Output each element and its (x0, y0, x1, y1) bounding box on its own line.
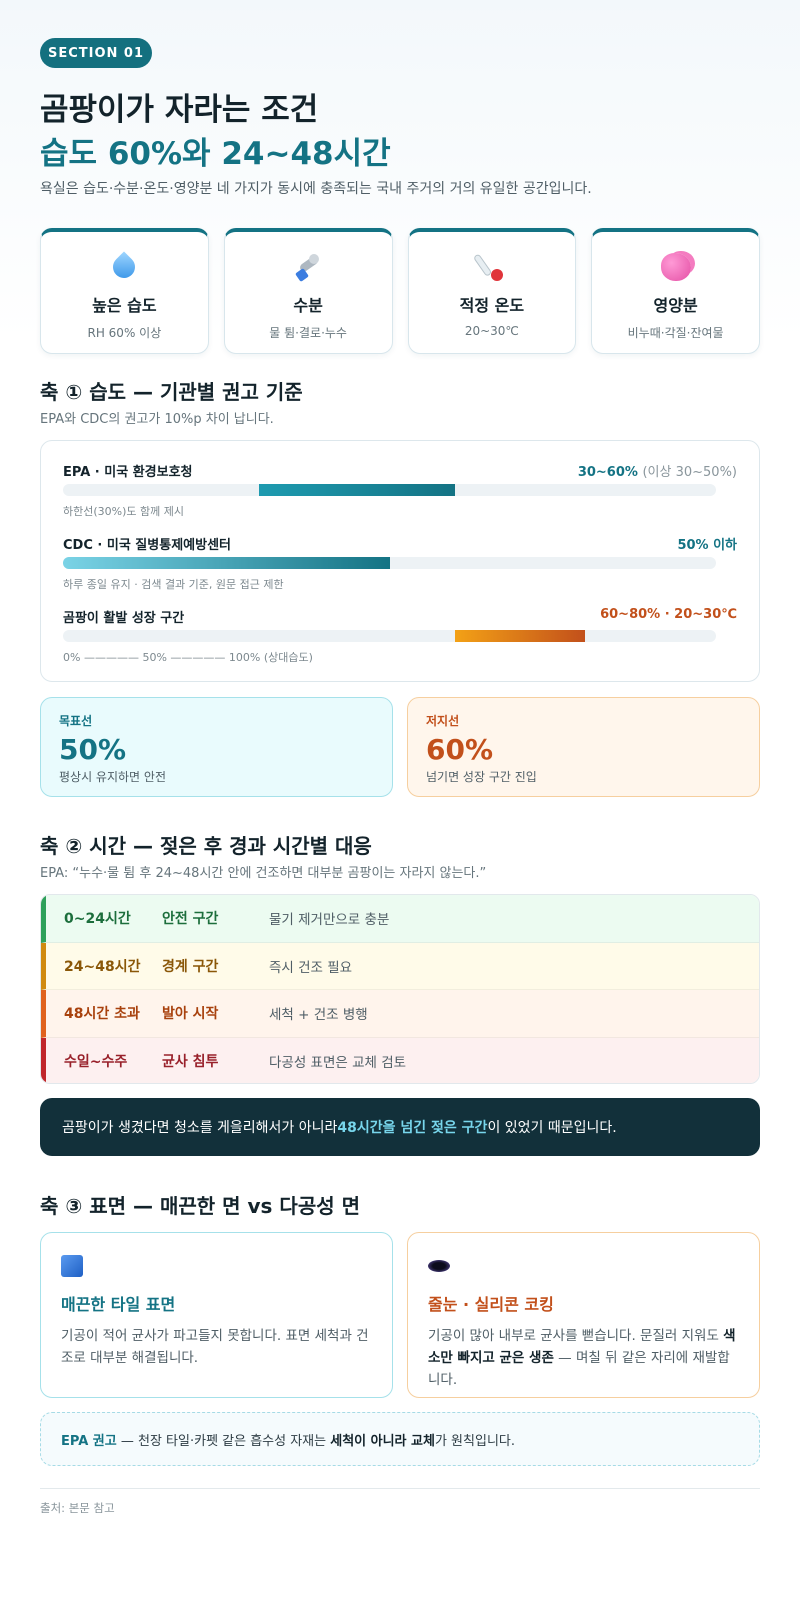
surface-desc: 기공이 적어 균사가 파고들지 못합니다. 표면 세척과 건조로 대부분 해결됩… (61, 1328, 369, 1366)
callout-text-end: 이 있었기 때문입니다. (487, 1120, 617, 1136)
surface-card-porous: 줄눈 · 실리콘 코킹 기공이 많아 내부로 균사를 뻗습니다. 문질러 지워도… (407, 1232, 760, 1398)
humidity-row-label: CDC · 미국 질병통제예방센터 (63, 538, 231, 553)
stage-cell: 발아 시작 (162, 1006, 219, 1023)
humidity-scale-legend: 0% ————— 50% ————— 100% (상대습도) (63, 651, 313, 664)
factor-sub: RH 60% 이상 (87, 326, 162, 340)
target-card-limit: 저지선 60% 넘기면 성장 구간 진입 (407, 697, 760, 797)
target-cards: 목표선 50% 평상시 유지하면 안전 저지선 60% 넘기면 성장 구간 진입 (40, 697, 760, 797)
time-cell: 수일~수주 (64, 1054, 128, 1071)
table-row: 48시간 초과 발아 시작 세척 + 건조 병행 (41, 990, 759, 1038)
blue-tile-icon (61, 1255, 83, 1277)
factor-sub: 물 튐·결로·누수 (269, 326, 347, 340)
factor-name: 영양분 (653, 296, 698, 315)
action-cell: 다공성 표면은 교체 검토 (269, 1055, 407, 1072)
factor-sub: 20~30℃ (464, 324, 519, 338)
humidity-row-note: 하루 종일 유지 · 검색 결과 기준, 원문 접근 제한 (63, 578, 284, 591)
action-cell: 물기 제거만으로 충분 (269, 912, 390, 929)
humidity-range-fill (454, 630, 586, 642)
axis2-subtitle: EPA: “누수·물 튐 후 24~48시간 안에 건조하면 대부분 곰팡이는 … (40, 866, 487, 881)
factor-name: 적정 온도 (459, 296, 525, 315)
target-desc: 넘기면 성장 구간 진입 (426, 770, 537, 784)
factor-card-nutrients: 영양분 비누때·각질·잔여물 (591, 228, 760, 354)
axis1-title: 축 ① 습도 — 기관별 권고 기준 (40, 380, 303, 404)
factor-sub: 비누때·각질·잔여물 (627, 326, 724, 340)
intro-text: 욕실은 습도·수분·온도·영양분 네 가지가 동시에 충족되는 국내 주거의 거… (40, 181, 592, 197)
page-title: 곰팡이가 자라는 조건 (40, 92, 319, 128)
humidity-row-label: 곰팡이 활발 성장 구간 (63, 611, 185, 626)
surface-card-smooth: 매끈한 타일 표면 기공이 적어 균사가 파고들지 못합니다. 표면 세척과 건… (40, 1232, 393, 1398)
surface-desc: 기공이 많아 내부로 균사를 뻗습니다. 문질러 지워도 색소만 빠지고 균은 … (428, 1328, 736, 1388)
humidity-row-value: 60~80% · 20~30℃ (600, 607, 737, 622)
callout-text: 곰팡이가 생겼다면 청소를 게을리해서가 아니라 (62, 1120, 338, 1136)
target-label: 목표선 (59, 714, 93, 728)
footer-divider (40, 1488, 760, 1489)
time-cell: 0~24시간 (64, 911, 131, 928)
table-row: 수일~수주 균사 침투 다공성 표면은 교체 검토 (41, 1037, 759, 1083)
page-subtitle: 습도 60%와 24~48시간 (40, 136, 391, 172)
target-value: 50% (59, 733, 127, 766)
table-row: 24~48시간 경계 구간 즉시 건조 필요 (41, 942, 759, 990)
shower-faucet-icon (293, 252, 323, 282)
time-cell: 24~48시간 (64, 958, 141, 975)
humidity-bar-growth (63, 630, 716, 642)
source-note: 출처: 본문 참고 (40, 1501, 115, 1515)
humidity-row-label: EPA · 미국 환경보호청 (63, 465, 193, 480)
table-row: 0~24시간 안전 구간 물기 제거만으로 충분 (41, 895, 759, 943)
epa-note-key: EPA 권고 (61, 1433, 117, 1449)
stage-cell: 경계 구간 (162, 958, 219, 975)
action-cell: 세척 + 건조 병행 (269, 1007, 368, 1024)
humidity-row-note: 하한선(30%)도 함께 제시 (63, 505, 184, 518)
factor-name: 높은 습도 (92, 296, 157, 315)
factor-cards: 높은 습도 RH 60% 이상 수분 물 튐·결로·누수 적정 온도 20~30… (40, 228, 760, 354)
humidity-bar-epa (63, 484, 716, 496)
factor-card-water: 수분 물 튐·결로·누수 (223, 228, 393, 354)
stage-cell: 안전 구간 (162, 911, 219, 928)
target-desc: 평상시 유지하면 안전 (59, 770, 166, 784)
section-badge: SECTION 01 (40, 38, 152, 68)
target-card-goal: 목표선 50% 평상시 유지하면 안전 (40, 697, 393, 797)
surface-title: 매끈한 타일 표면 (61, 1295, 176, 1314)
action-cell: 즉시 건조 필요 (269, 959, 353, 976)
humidity-card: EPA · 미국 환경보호청 30~60% (이상 30~50%) 하한선(30… (40, 440, 760, 682)
humidity-range-fill (63, 557, 390, 569)
humidity-row-value: 50% 이하 (677, 538, 737, 553)
axis3-title: 축 ③ 표면 — 매끈한 면 vs 다공성 면 (40, 1194, 360, 1218)
axis2-title: 축 ② 시간 — 젖은 후 경과 시간별 대응 (40, 834, 372, 858)
humidity-range-fill (258, 484, 455, 496)
epa-recommendation-note: EPA 권고 — 천장 타일·카펫 같은 흡수성 자재는 세척이 아니라 교체가… (40, 1412, 760, 1466)
surface-title: 줄눈 · 실리콘 코킹 (428, 1295, 554, 1314)
callout-highlight: 48시간을 넘긴 젖은 구간 (337, 1120, 488, 1136)
factor-name: 수분 (293, 296, 323, 315)
epa-note-emphasis: 세척이 아니라 교체 (330, 1433, 435, 1449)
stage-cell: 균사 침투 (162, 1054, 219, 1071)
target-label: 저지선 (426, 714, 460, 728)
porous-hole-icon (428, 1260, 450, 1272)
humidity-bar-cdc (63, 557, 716, 569)
time-response-table: 0~24시간 안전 구간 물기 제거만으로 충분 24~48시간 경계 구간 즉… (40, 894, 760, 1084)
target-value: 60% (426, 733, 494, 766)
thermometer-icon (472, 251, 507, 283)
time-cell: 48시간 초과 (64, 1006, 140, 1023)
axis1-subtitle: EPA와 CDC의 권고가 10%p 차이 납니다. (40, 412, 274, 427)
factor-card-temperature: 적정 온도 20~30℃ (407, 228, 577, 354)
factor-card-humidity: 높은 습도 RH 60% 이상 (40, 228, 209, 354)
nutrient-blob-icon (660, 253, 691, 281)
humidity-row-value: 30~60% (이상 30~50%) (577, 465, 737, 480)
key-message-callout: 곰팡이가 생겼다면 청소를 게을리해서가 아니라 48시간을 넘긴 젖은 구간 이… (40, 1098, 760, 1156)
water-drop-icon (108, 251, 140, 283)
surface-cards: 매끈한 타일 표면 기공이 적어 균사가 파고들지 못합니다. 표면 세척과 건… (40, 1232, 760, 1398)
